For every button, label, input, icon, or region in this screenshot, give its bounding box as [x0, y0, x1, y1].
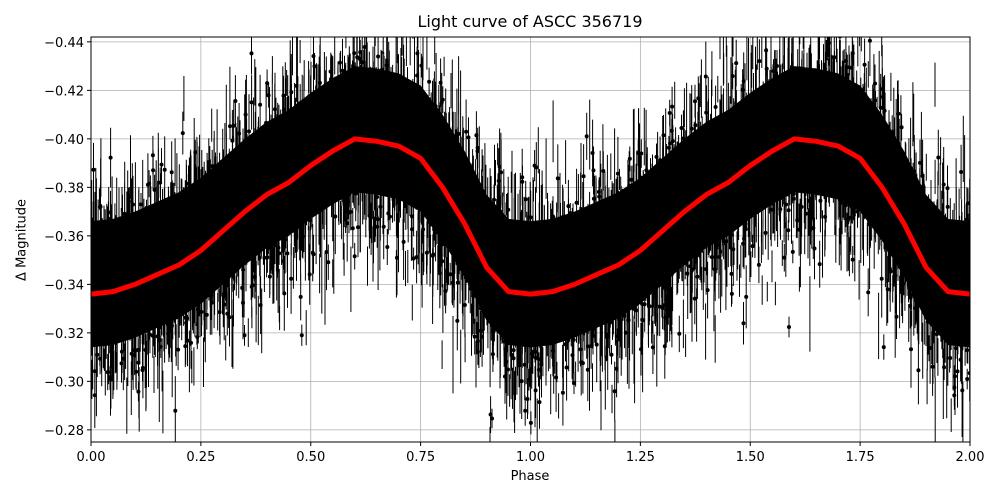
chart-title: Light curve of ASCC 356719 — [417, 12, 643, 31]
x-axis-ticks: 0.00 0.25 0.50 0.75 1.00 1.25 1.50 1.75 2.00 — [77, 442, 985, 465]
x-tick-label: 0.75 — [406, 450, 435, 465]
x-tick-label: 0.00 — [77, 450, 106, 465]
y-tick-label: −0.40 — [44, 133, 84, 148]
y-tick-label: −0.36 — [44, 230, 84, 245]
y-tick-label: −0.32 — [44, 327, 84, 342]
y-tick-label: −0.42 — [44, 84, 84, 99]
y-axis-ticks: −0.44 −0.42 −0.40 −0.38 −0.36 −0.34 −0.32 −0.30… — [44, 36, 91, 439]
smoothed-curve — [91, 136, 970, 297]
y-tick-label: −0.28 — [44, 424, 84, 439]
x-tick-label: 2.00 — [956, 450, 985, 465]
x-tick-label: 0.25 — [186, 450, 215, 465]
x-tick-label: 1.00 — [516, 450, 545, 465]
x-tick-label: 1.75 — [846, 450, 875, 465]
y-tick-label: −0.38 — [44, 181, 84, 196]
y-tick-label: −0.44 — [44, 36, 84, 51]
y-tick-label: −0.34 — [44, 278, 84, 293]
x-tick-label: 1.25 — [626, 450, 655, 465]
y-tick-label: −0.30 — [44, 375, 84, 390]
red-model-curve — [91, 136, 970, 297]
x-tick-label: 1.50 — [736, 450, 765, 465]
x-axis-label: Phase — [510, 469, 550, 484]
x-tick-label: 0.50 — [296, 450, 325, 465]
